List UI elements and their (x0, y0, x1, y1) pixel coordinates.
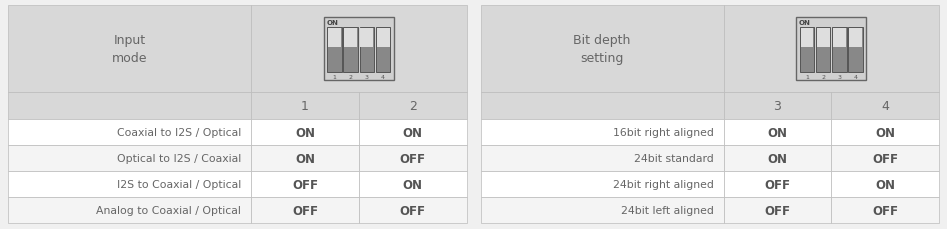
Bar (8, 120, 251, 146)
Bar (480, 172, 724, 197)
Bar (800, 29, 813, 48)
Text: OFF: OFF (872, 152, 898, 165)
Bar (377, 29, 389, 48)
Text: 3: 3 (365, 75, 369, 80)
Text: ON: ON (402, 126, 422, 139)
Text: I2S to Coaxial / Optical: I2S to Coaxial / Optical (116, 179, 241, 189)
Text: OFF: OFF (764, 178, 791, 191)
Bar (724, 93, 831, 120)
Text: 2: 2 (409, 100, 417, 113)
Text: OFF: OFF (764, 204, 791, 217)
Bar (251, 197, 359, 223)
Text: ON: ON (295, 126, 315, 139)
Bar (831, 172, 939, 197)
Text: Analog to Coaxial / Optical: Analog to Coaxial / Optical (97, 205, 241, 215)
Bar (359, 93, 467, 120)
Bar (328, 28, 342, 73)
Bar (480, 120, 724, 146)
Bar (324, 18, 394, 81)
Text: 4: 4 (853, 75, 858, 80)
Text: OFF: OFF (400, 152, 425, 165)
Text: 2: 2 (821, 75, 825, 80)
Text: OFF: OFF (872, 204, 898, 217)
Bar (816, 29, 830, 48)
Bar (724, 197, 831, 223)
Bar (345, 29, 357, 48)
Bar (480, 6, 724, 93)
Text: ON: ON (875, 178, 895, 191)
Bar (251, 172, 359, 197)
Bar (831, 120, 939, 146)
Bar (8, 172, 251, 197)
Text: 3: 3 (837, 75, 841, 80)
Bar (724, 120, 831, 146)
Bar (831, 93, 939, 120)
Bar (8, 146, 251, 172)
Bar (344, 28, 358, 73)
Bar (328, 29, 341, 48)
Bar (800, 28, 814, 73)
Text: ON: ON (767, 126, 787, 139)
Bar (251, 6, 467, 93)
Bar (480, 93, 724, 120)
Text: 1: 1 (805, 75, 809, 80)
Bar (359, 120, 467, 146)
Bar (8, 93, 251, 120)
Text: 4: 4 (882, 100, 889, 113)
Bar (831, 146, 939, 172)
Text: OFF: OFF (292, 204, 318, 217)
Text: OFF: OFF (400, 204, 425, 217)
Bar (359, 197, 467, 223)
Bar (359, 146, 467, 172)
Text: ON: ON (875, 126, 895, 139)
Bar (251, 93, 359, 120)
Bar (251, 146, 359, 172)
Text: ON: ON (327, 20, 338, 26)
Bar (849, 29, 862, 48)
Bar (849, 28, 863, 73)
Text: 24bit standard: 24bit standard (634, 154, 713, 164)
Bar (360, 28, 374, 73)
Bar (8, 197, 251, 223)
Text: OFF: OFF (292, 178, 318, 191)
Bar (251, 120, 359, 146)
Bar (833, 29, 846, 48)
Bar (480, 146, 724, 172)
Text: 24bit left aligned: 24bit left aligned (620, 205, 713, 215)
Bar (831, 197, 939, 223)
Bar (359, 172, 467, 197)
Bar (724, 146, 831, 172)
Text: 2: 2 (348, 75, 352, 80)
Bar (361, 29, 373, 48)
Text: Optical to I2S / Coaxial: Optical to I2S / Coaxial (116, 154, 241, 164)
Bar (376, 28, 390, 73)
Text: ON: ON (767, 152, 787, 165)
Text: 3: 3 (774, 100, 781, 113)
Bar (8, 6, 251, 93)
Text: ON: ON (798, 20, 811, 26)
Text: Coaxial to I2S / Optical: Coaxial to I2S / Optical (116, 128, 241, 138)
Text: 24bit right aligned: 24bit right aligned (613, 179, 713, 189)
Text: 16bit right aligned: 16bit right aligned (613, 128, 713, 138)
Text: 1: 1 (301, 100, 309, 113)
Bar (816, 28, 831, 73)
Text: 4: 4 (381, 75, 385, 80)
Bar (796, 18, 867, 81)
Bar (480, 197, 724, 223)
Bar (724, 6, 939, 93)
Bar (724, 172, 831, 197)
Text: ON: ON (402, 178, 422, 191)
Text: Input
mode: Input mode (112, 34, 147, 65)
Text: ON: ON (295, 152, 315, 165)
Text: 1: 1 (332, 75, 336, 80)
Text: Bit depth
setting: Bit depth setting (573, 34, 631, 65)
Bar (832, 28, 847, 73)
